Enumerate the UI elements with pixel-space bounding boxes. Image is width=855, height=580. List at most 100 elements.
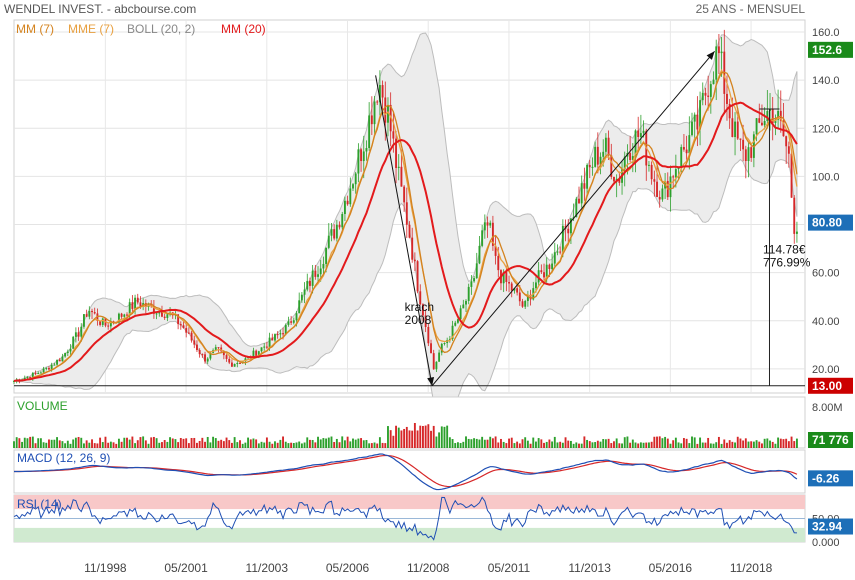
rsi-y-tick: 0.000 (812, 537, 840, 549)
volume-bar (465, 436, 467, 448)
candle-body (405, 202, 408, 225)
volume-bar (540, 439, 543, 448)
volume-bar (580, 443, 583, 448)
volume-bar (179, 438, 182, 448)
volume-bar (284, 441, 287, 448)
candle-body (349, 188, 352, 205)
volume-bar (629, 442, 632, 448)
volume-bar (330, 436, 333, 448)
candle-body (64, 352, 67, 357)
volume-bar (672, 440, 675, 448)
candle-body (287, 321, 290, 325)
volume-bar (134, 443, 137, 448)
volume-bar (596, 440, 599, 448)
candle-body (327, 235, 330, 248)
volume-bar (677, 442, 680, 448)
price-badge-bg (808, 377, 853, 394)
volume-bar (85, 440, 88, 448)
candle-body (83, 314, 85, 327)
volume-bar (147, 443, 150, 448)
macd-panel: MACD (12, 26, 9) -6.26 (13, 449, 853, 494)
volume-bar (298, 441, 301, 448)
candle-body (459, 308, 462, 320)
candle-body (567, 228, 570, 234)
candle-body (346, 200, 349, 205)
volume-bar (48, 439, 50, 448)
candle-body (669, 176, 672, 198)
candle-body (274, 334, 276, 341)
price-badge: 80.80 (812, 216, 842, 230)
volume-bar (311, 439, 314, 448)
volume-bar (212, 436, 215, 448)
candle-body (526, 296, 529, 302)
candle-body (561, 225, 564, 253)
candle-body (790, 153, 793, 198)
volume-bar (392, 435, 395, 448)
volume-panel: VOLUME 8.00M 71 776 (13, 396, 853, 449)
volume-bar (591, 442, 594, 448)
volume-bar (115, 443, 118, 448)
volume-bar (34, 443, 37, 448)
trend-arrow-head (427, 376, 435, 386)
candle-body (771, 108, 774, 123)
candle-body (672, 176, 675, 178)
volume-bar (543, 442, 545, 448)
volume-bar (634, 442, 637, 448)
candle-body (352, 184, 354, 189)
candle-body (653, 179, 656, 182)
candle-body (139, 302, 142, 307)
volume-bar (572, 443, 575, 448)
volume-bar (583, 436, 586, 448)
volume-bar (177, 442, 180, 448)
candle-body (101, 318, 104, 325)
volume-bar (222, 441, 225, 448)
volume-bar (99, 437, 102, 448)
volume-bar (239, 440, 241, 448)
candle-body (222, 351, 225, 356)
candle-body (39, 372, 42, 374)
volume-bar (276, 442, 279, 448)
candle-body (602, 151, 605, 157)
candle-body (120, 313, 123, 317)
volume-bar (142, 436, 145, 448)
candle-body (408, 224, 411, 238)
volume-bar (734, 442, 736, 448)
candle-body (642, 130, 645, 134)
candle-body (69, 348, 72, 352)
volume-bar (42, 442, 45, 448)
volume-bar (435, 436, 438, 448)
volume-bar (255, 439, 258, 448)
price-y-tick: 100.0 (812, 171, 840, 183)
price-panel: 160.0140.0120.0100.080.0060.0040.0020.00… (12, 19, 853, 542)
volume-bar (26, 438, 29, 448)
candle-body (152, 306, 155, 314)
candle-body (591, 166, 594, 168)
candle-body (66, 351, 69, 353)
volume-bar (61, 441, 64, 448)
candle-body (303, 289, 306, 295)
volume-bar (438, 432, 441, 448)
volume-bar (18, 438, 21, 448)
candle-body (376, 101, 379, 103)
volume-bar (13, 441, 15, 448)
candle-body (422, 304, 424, 316)
volume-bar (343, 440, 346, 448)
volume-bar (604, 439, 607, 448)
volume-bar (58, 440, 61, 448)
volume-bar (317, 436, 319, 448)
volume-bar (387, 426, 389, 448)
volume-bar (209, 442, 212, 448)
candle-body (688, 135, 691, 154)
candle-body (502, 272, 505, 284)
annotation-text: 114.78€ (763, 242, 806, 256)
candle-body (720, 51, 723, 54)
rsi-badge-bg (808, 518, 853, 535)
volume-bar (575, 442, 578, 448)
candle-body (378, 85, 381, 103)
volume-bar (169, 437, 171, 448)
volume-bar (567, 440, 570, 448)
candle-body (607, 137, 610, 156)
volume-bar (362, 440, 365, 448)
volume-bar (508, 438, 510, 448)
